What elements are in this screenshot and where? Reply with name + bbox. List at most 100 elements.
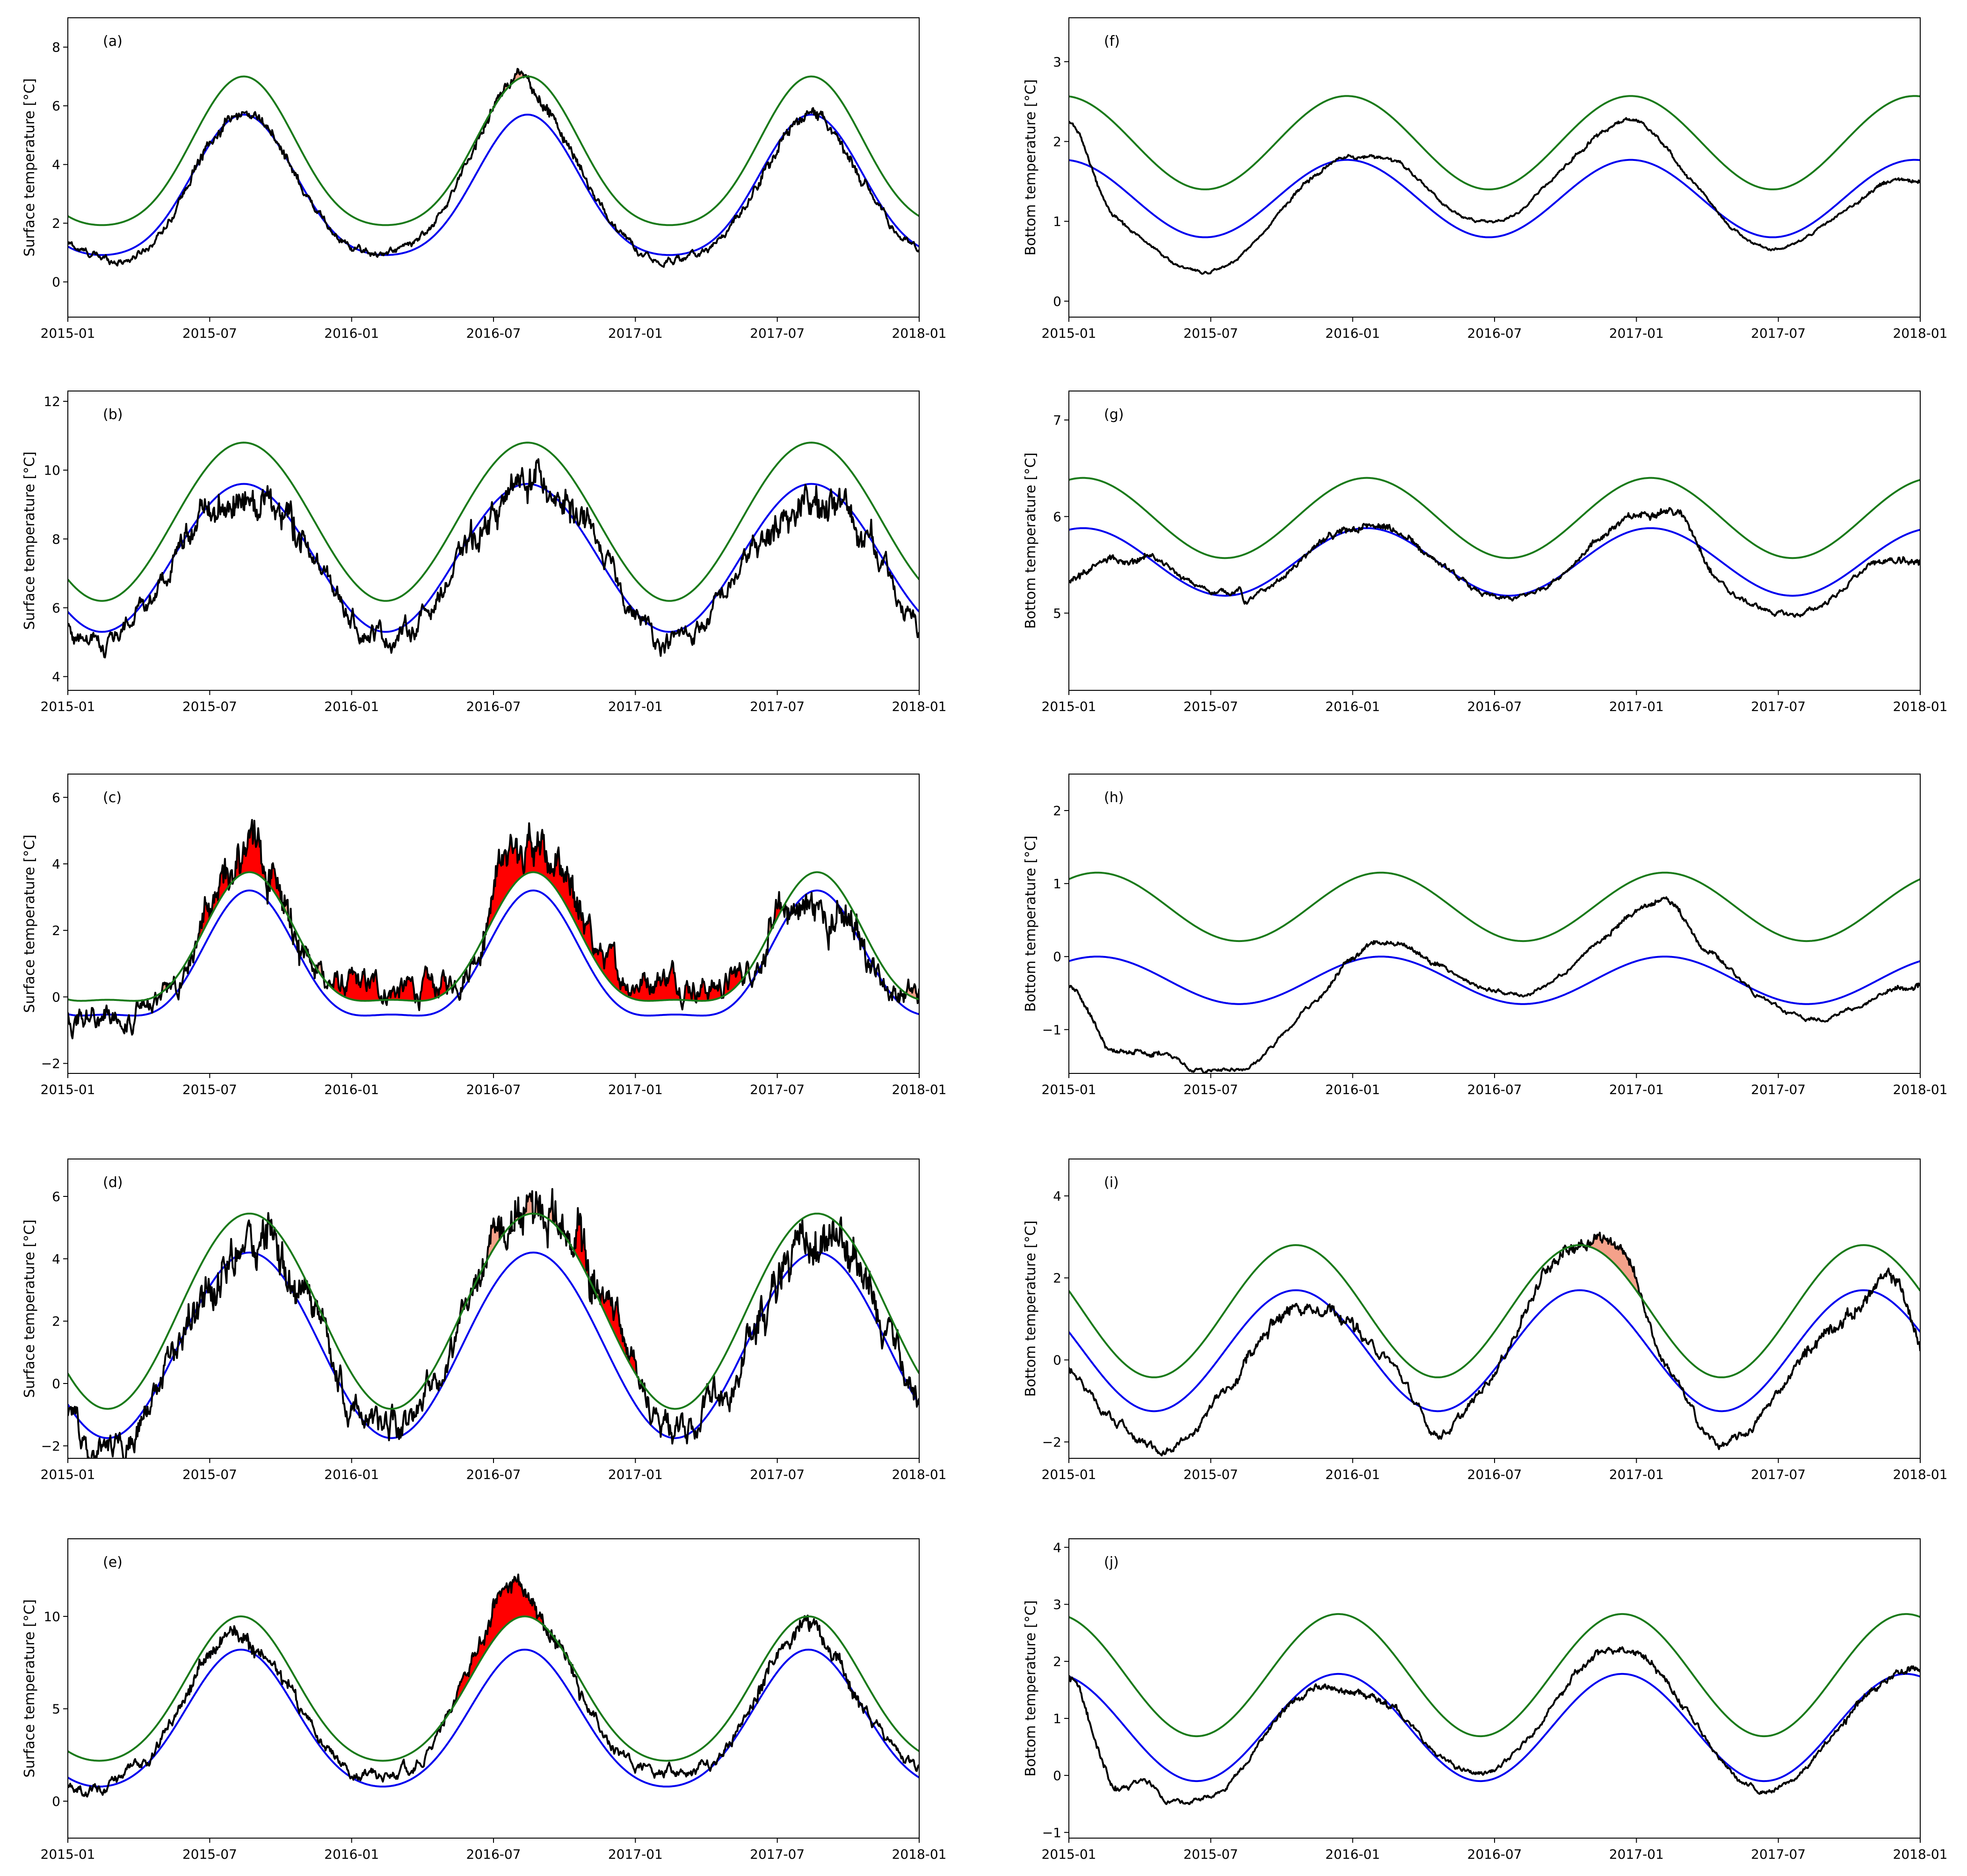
x-tick-label: 2015-01 — [1042, 699, 1096, 714]
y-tick-label: 4 — [52, 669, 60, 685]
x-tick-label: 2017-07 — [1751, 326, 1806, 341]
x-tick-label: 2015-07 — [182, 1467, 237, 1482]
x-tick-label: 2017-01 — [608, 326, 663, 341]
y-tick-label: 6 — [52, 600, 60, 616]
y-tick-label: 0 — [1053, 294, 1061, 309]
x-tick-label: 2018-01 — [892, 1847, 947, 1862]
x-tick-label: 2017-07 — [750, 1847, 805, 1862]
x-tick-label: 2018-01 — [1893, 1082, 1948, 1097]
axes-frame — [67, 774, 920, 1074]
x-tick-label: 2016-07 — [1467, 699, 1522, 714]
panel-j: −1 0 1 2 3 4 2015-01 2015-07 2016-01 2016-07 2017-… — [1023, 1538, 1948, 1862]
x-tick-label: 2015-01 — [41, 326, 95, 341]
panel-e: 0 5 10 2015-01 2015-07 2016-01 2016-07 2017-01 2… — [22, 1538, 947, 1862]
y-tick-label: 5 — [52, 1701, 60, 1717]
x-tick-label: 2016-07 — [1467, 1847, 1522, 1862]
y-tick-label: 2 — [1053, 1654, 1061, 1669]
y-tick-label: 1 — [1053, 876, 1061, 891]
x-tick-label: 2016-07 — [466, 1467, 521, 1482]
x-tick-label: 2016-07 — [1467, 326, 1522, 341]
axes-frame — [67, 1538, 920, 1839]
y-tick-label: 0 — [52, 989, 60, 1005]
y-tick-label: 0 — [52, 1794, 60, 1809]
climatology-line — [1069, 159, 1920, 239]
panel-d: −2 0 2 4 6 2015-01 2015-07 2016-01 2016-07 2017-0… — [22, 1159, 947, 1482]
y-tick-label: 8 — [52, 531, 60, 547]
x-tick-label: 2017-01 — [608, 1467, 663, 1482]
panel-tag: (a) — [103, 33, 123, 50]
observed-line — [1069, 1231, 1920, 1456]
y-axis-label: Surface temperature [°C] — [22, 1219, 38, 1398]
y-tick-label: 3 — [1053, 54, 1061, 70]
heatwave-fills — [444, 1574, 568, 1720]
x-tick-label: 2017-07 — [1751, 1082, 1806, 1097]
x-tick-label: 2018-01 — [892, 1467, 947, 1482]
panel-tag: (b) — [103, 406, 123, 423]
y-axis-label: Surface temperature [°C] — [22, 78, 38, 256]
axes-frame — [1068, 1159, 1921, 1459]
threshold-line — [1069, 95, 1920, 190]
panel-c: −2 0 2 4 6 2015-01 2015-07 2016-01 2016-07 2017-0… — [22, 774, 947, 1097]
y-axis-label: Bottom temperature [°C] — [1023, 1600, 1039, 1776]
threshold-line — [1069, 871, 1920, 942]
y-axis-label: Surface temperature [°C] — [22, 451, 38, 630]
x-tick-label: 2015-07 — [1183, 1082, 1238, 1097]
y-tick-label: 2 — [1053, 1270, 1061, 1286]
x-tick-label: 2017-01 — [1609, 1847, 1664, 1862]
panel-a: 0 2 4 6 8 2015-01 2015-07 2016-01 2016-07 2017-01… — [22, 17, 947, 341]
climatology-line — [68, 1252, 919, 1439]
y-tick-label: 2 — [52, 923, 60, 938]
y-tick-label: 2 — [52, 1314, 60, 1329]
x-tick-label: 2015-07 — [1183, 326, 1238, 341]
y-tick-label: 4 — [1053, 1188, 1061, 1204]
x-tick-label: 2015-07 — [1183, 1847, 1238, 1862]
x-tick-label: 2017-07 — [1751, 1847, 1806, 1862]
x-tick-label: 2016-07 — [466, 326, 521, 341]
x-tick-label: 2017-01 — [608, 1082, 663, 1097]
y-tick-label: 2 — [1053, 803, 1061, 818]
threshold-line — [68, 442, 919, 602]
climatology-line — [68, 483, 919, 633]
panel-f: 0 1 2 3 2015-01 2015-07 2016-01 2016-07 2017-01 2… — [1023, 17, 1948, 341]
observed-line — [1069, 507, 1920, 618]
threshold-line — [1069, 477, 1920, 559]
x-tick-label: 2018-01 — [892, 699, 947, 714]
y-tick-label: −2 — [41, 1056, 60, 1072]
y-axis-label: Bottom temperature [°C] — [1023, 1220, 1039, 1397]
x-tick-label: 2016-01 — [324, 699, 379, 714]
strong-heatwave-area — [773, 892, 782, 925]
x-tick-label: 2015-01 — [41, 1082, 95, 1097]
x-tick-label: 2015-01 — [41, 1847, 95, 1862]
x-tick-label: 2017-01 — [608, 1847, 663, 1862]
threshold-line — [1069, 1244, 1920, 1378]
x-tick-label: 2015-07 — [1183, 1467, 1238, 1482]
x-tick-label: 2017-07 — [1751, 1467, 1806, 1482]
x-tick-label: 2016-07 — [466, 1847, 521, 1862]
climatology-line — [1069, 1289, 1920, 1412]
climatology-line — [1069, 1673, 1920, 1782]
x-tick-label: 2017-07 — [750, 326, 805, 341]
y-axis-label: Surface temperature [°C] — [22, 834, 38, 1013]
x-tick-label: 2015-01 — [41, 1467, 95, 1482]
panel-h: −1 0 1 2 2015-01 2015-07 2016-01 2016-07 2017-01… — [1023, 774, 1948, 1097]
observed-line — [68, 1573, 919, 1798]
climatology-line — [68, 114, 919, 256]
strong-heatwave-area — [486, 823, 680, 1001]
x-tick-label: 2015-01 — [41, 699, 95, 714]
panel-tag: (f) — [1104, 33, 1120, 50]
axes-frame — [67, 391, 920, 691]
axes-frame — [67, 1159, 920, 1459]
climatology-line — [68, 1649, 919, 1788]
climatology-line — [1069, 956, 1920, 1005]
y-tick-label: 4 — [52, 157, 60, 173]
panel-g: 5 6 7 2015-01 2015-07 2016-01 2016-07 2017-01 20… — [1023, 391, 1948, 714]
moderate-heatwave-area — [907, 979, 917, 999]
x-tick-label: 2017-01 — [1609, 326, 1664, 341]
y-tick-label: 4 — [1053, 1540, 1061, 1555]
y-tick-label: 6 — [1053, 509, 1061, 524]
y-tick-label: 12 — [44, 394, 60, 409]
x-tick-label: 2016-01 — [324, 326, 379, 341]
y-tick-label: 1 — [1053, 214, 1061, 229]
panel-tag: (h) — [1104, 790, 1124, 806]
